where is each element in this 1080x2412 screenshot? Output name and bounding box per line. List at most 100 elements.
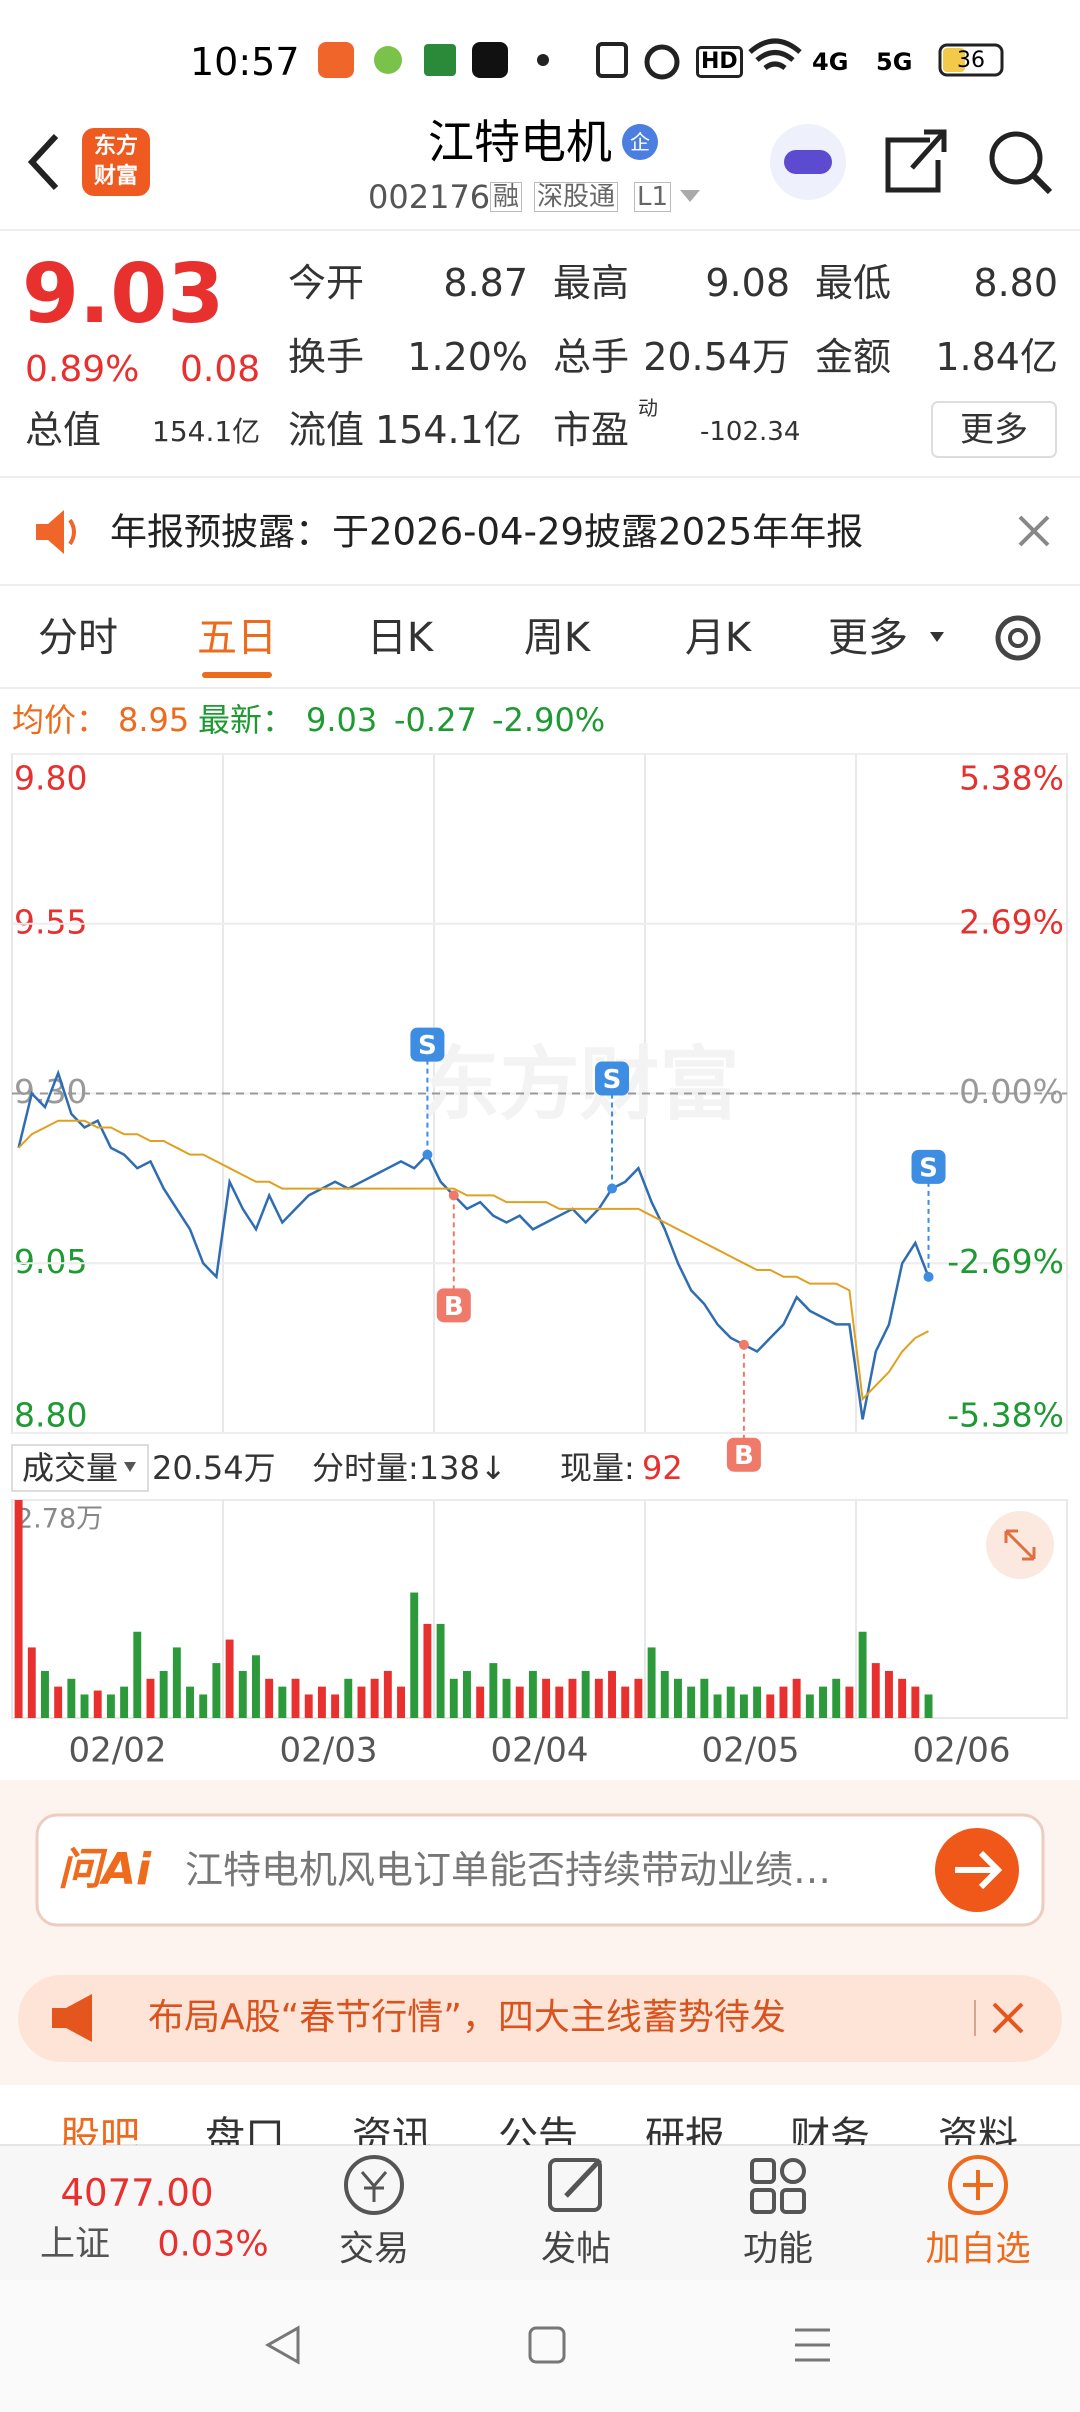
nav-label[interactable]: 发帖 [540, 2229, 612, 2270]
volume-bar [265, 1678, 274, 1718]
volume-bar [647, 1647, 656, 1718]
volume-bar [581, 1670, 590, 1718]
share-icon[interactable] [885, 129, 947, 193]
post-icon[interactable] [548, 2158, 602, 2212]
volume-bar [225, 1639, 234, 1718]
trade-icon[interactable] [344, 2155, 404, 2215]
section-tab[interactable]: 财务 [790, 2114, 870, 2145]
volume-bar [238, 1670, 247, 1718]
back-icon[interactable] [27, 133, 59, 191]
tab[interactable]: 周K [523, 615, 591, 661]
close-icon[interactable] [1018, 515, 1050, 547]
volume-bar [146, 1678, 155, 1718]
volume-bar [133, 1631, 142, 1718]
index-value: 4077.00 [60, 2171, 214, 2215]
back-button[interactable] [264, 2325, 300, 2365]
tab[interactable]: 更多 [828, 615, 908, 661]
tab[interactable]: 分时 [38, 615, 118, 661]
volume-bar [317, 1686, 326, 1718]
section-tab[interactable]: 资讯 [352, 2114, 432, 2145]
volume-bar [753, 1686, 762, 1718]
section-tab[interactable]: 股吧 [60, 2114, 140, 2145]
ai-input[interactable] [35, 1813, 1045, 1927]
battery-text: 36 [957, 48, 985, 73]
app-icon [318, 42, 354, 78]
volume-select[interactable] [11, 1444, 149, 1492]
notice[interactable]: 年报预披露：于2026-04-29披露2025年年报 [110, 510, 864, 554]
volume-bar [660, 1670, 669, 1718]
x-tick-label: 02/05 [702, 1731, 800, 1771]
volume-bar [594, 1678, 603, 1718]
app-icon [424, 44, 456, 76]
ai-prompt[interactable]: 江特电机风电订单能否持续带动业绩… [185, 1848, 832, 1892]
app-icon [374, 46, 402, 74]
banner[interactable] [18, 1975, 1062, 2062]
trade-label: B [734, 1441, 754, 1471]
alarm-icon [644, 44, 680, 80]
tab[interactable]: 月K [684, 615, 752, 661]
logo-text: 财富 [93, 164, 139, 189]
volume-bar [199, 1694, 208, 1718]
section-tab[interactable]: 资料 [938, 2114, 1018, 2145]
func-icon[interactable] [750, 2158, 776, 2184]
index-name: 上证 [39, 2224, 111, 2265]
volume-bar [278, 1686, 287, 1718]
y2-tick-label: -2.69% [947, 1242, 1064, 1281]
label: 金额 [815, 335, 892, 379]
home-button[interactable] [528, 2326, 566, 2364]
y-tick-label: 9.55 [14, 902, 87, 941]
label-sup: 动 [638, 396, 658, 420]
banner-text[interactable]: 布局A股“春节行情”，四大主线蓄势待发 [148, 1997, 786, 2038]
volume-bar [766, 1694, 775, 1718]
last-pct: -2.90% [492, 701, 606, 739]
section-tab[interactable]: 公告 [498, 2114, 578, 2145]
volume-bar [739, 1694, 748, 1718]
volume-bar [436, 1623, 445, 1718]
nav-label[interactable]: 加自选 [925, 2229, 1031, 2270]
nav-label[interactable]: 功能 [742, 2229, 814, 2270]
section-tabs: 股吧 盘口 资讯 公告 研报 财务 资料 [0, 2085, 1080, 2145]
logo-text: 东方 [93, 134, 139, 159]
volume-title[interactable]: 成交量 [22, 1449, 119, 1487]
settings-icon [1008, 628, 1028, 648]
nav-label[interactable]: 交易 [338, 2229, 410, 2270]
settings-icon[interactable] [995, 615, 1041, 661]
last-change: -0.27 [394, 701, 477, 739]
more-button-text[interactable]: 更多 [960, 410, 1028, 450]
volume-bar [885, 1670, 893, 1718]
arrow-icon [955, 1850, 1003, 1890]
volume-bar [568, 1678, 577, 1718]
add-icon[interactable] [948, 2155, 1008, 2215]
volume-bar [898, 1678, 907, 1718]
trade-label: S [418, 1031, 437, 1061]
avg-label: 均价： [12, 701, 109, 739]
add-icon [963, 2170, 993, 2200]
trade-point [448, 1190, 459, 1201]
net-label: 4G [812, 48, 849, 76]
y2-tick-label: -5.38% [947, 1396, 1064, 1435]
label: 今开 [288, 261, 365, 305]
volume-tick-label: 2.78万 [16, 1504, 103, 1535]
volume-bar [489, 1663, 498, 1718]
volume-bar [370, 1678, 379, 1718]
volume-bar [186, 1686, 194, 1718]
search-icon[interactable] [989, 131, 1043, 185]
last-label: 最新： [198, 701, 295, 739]
y-tick-label: 8.80 [14, 1396, 87, 1435]
badge-text: 企 [630, 130, 650, 154]
close-icon[interactable] [992, 2002, 1024, 2034]
y2-tick-label: 5.38% [959, 759, 1064, 798]
more-button[interactable] [931, 401, 1057, 458]
section-tab[interactable]: 研报 [645, 2114, 725, 2145]
x-tick-label: 02/06 [913, 1731, 1011, 1771]
volume-bar [792, 1678, 801, 1718]
label: 最高 [553, 261, 630, 305]
expand-icon [1004, 1529, 1036, 1561]
tab[interactable]: 五日 [197, 615, 277, 661]
menu-button[interactable] [795, 2328, 830, 2362]
y-tick-label: 9.80 [14, 759, 87, 798]
megaphone-icon [52, 1994, 92, 2042]
section-tab[interactable]: 盘口 [205, 2114, 285, 2145]
tab[interactable]: 日K [366, 615, 434, 661]
